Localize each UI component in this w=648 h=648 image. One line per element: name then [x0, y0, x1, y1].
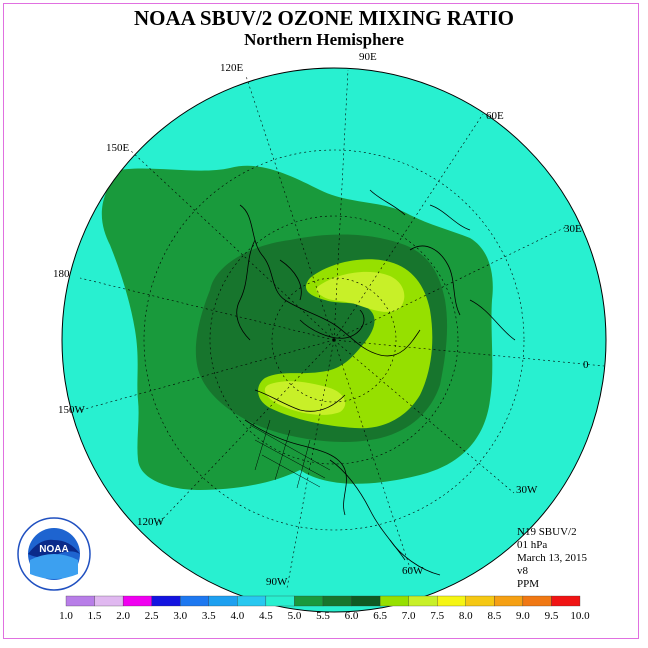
colorbar-swatch: [379, 595, 409, 607]
colorbar-tick-label: 4.0: [230, 610, 245, 622]
colorbar-swatch: [351, 595, 381, 607]
coastlines: [236, 189, 516, 576]
colorbar-tick-label: 6.0: [344, 610, 359, 622]
colorbar-swatch: [94, 595, 124, 607]
colorbar-tick-label: 3.5: [201, 610, 216, 622]
map-boundary: [61, 67, 607, 613]
lon-label-60e: 60E: [486, 110, 504, 122]
colorbar-tick-label: 7.0: [401, 610, 416, 622]
info-version: v8: [517, 565, 528, 577]
logo-text: NOAA: [39, 544, 68, 555]
colorbar-swatch: [437, 595, 466, 607]
colorbar-swatch: [151, 595, 181, 607]
figure-frame: [3, 3, 639, 639]
colorbar-swatch: [494, 595, 524, 607]
info-instrument: N19 SBUV/2: [517, 526, 577, 538]
field-6.5-7.0: [316, 271, 405, 312]
colorbar-swatch: [408, 595, 438, 607]
colorbar-swatch: [208, 595, 238, 607]
lon-label-150w: 150W: [58, 404, 85, 416]
info-date: March 13, 2015: [517, 552, 587, 564]
colorbar-tick-label: 10.0: [570, 610, 590, 622]
colorbar-tick-label: 3.0: [173, 610, 188, 622]
graticule: [73, 69, 605, 589]
colorbar-tick-label: 5.5: [316, 610, 330, 622]
colorbar-swatch: [122, 595, 152, 607]
lon-label-90e: 90E: [359, 51, 377, 63]
colorbar-swatch: [322, 595, 352, 607]
colorbar-swatch: [465, 595, 495, 607]
lon-label-150e: 150E: [106, 142, 130, 154]
lon-label-0: 0: [583, 359, 589, 371]
colorbar-tick-label: 4.5: [259, 610, 273, 622]
noaa-logo: NOAA: [17, 517, 91, 591]
field-6.5-7.0-b: [264, 381, 346, 415]
colorbar-swatch: [522, 595, 552, 607]
page-subtitle: Northern Hemisphere: [244, 30, 404, 49]
colorbar-swatch: [265, 595, 295, 607]
colorbar-tick-label: 8.0: [458, 610, 473, 622]
info-units: PPM: [517, 578, 540, 590]
lon-label-60w: 60W: [402, 565, 424, 577]
colorbar-tick-label: 7.5: [430, 610, 445, 622]
lon-label-30w: 30W: [516, 484, 538, 496]
colorbar-tick-label: 8.5: [487, 610, 502, 622]
lon-label-90w: 90W: [266, 576, 288, 588]
lon-label-180: 180: [53, 268, 70, 280]
colorbar-swatch: [237, 595, 267, 607]
colorbar: [65, 595, 581, 607]
lon-label-120e: 120E: [220, 62, 244, 74]
us-state-lines: [249, 419, 331, 489]
lon-label-120w: 120W: [137, 516, 164, 528]
colorbar-tick-label: 2.0: [116, 610, 130, 622]
colorbar-tick-label: 1.5: [87, 610, 102, 622]
colorbar-tick-label: 5.0: [287, 610, 302, 622]
info-level: 01 hPa: [517, 539, 548, 551]
colorbar-swatch: [65, 595, 95, 607]
colorbar-swatch: [180, 595, 209, 607]
colorbar-tick-label: 9.5: [544, 610, 559, 622]
colorbar-tick-label: 9.0: [516, 610, 530, 622]
colorbar-swatch: [551, 595, 581, 607]
colorbar-swatch: [294, 595, 324, 607]
colorbar-tick-label: 1.0: [59, 610, 73, 622]
page-title: NOAA SBUV/2 OZONE MIXING RATIO: [134, 6, 514, 30]
colorbar-tick-label: 2.5: [144, 610, 159, 622]
lon-label-30e: 30E: [564, 223, 582, 235]
colorbar-tick-label: 6.5: [373, 610, 387, 622]
